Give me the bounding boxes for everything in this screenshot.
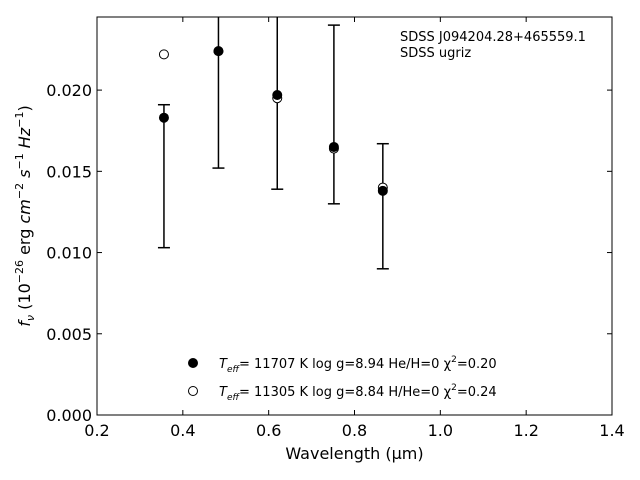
y-label-close: ) — [15, 105, 34, 111]
y-label-hz: Hz — [15, 127, 34, 153]
filled-data-point — [272, 89, 283, 100]
legend: Teff= 11707 K log g=8.94 He/H=0 χ2=0.20 … — [188, 355, 497, 403]
x-tick-label: 1.0 — [428, 421, 453, 440]
y-label-exp2: −2 — [13, 183, 26, 199]
legend-marker-open — [188, 386, 198, 396]
legend-eff-1: eff — [227, 365, 241, 375]
legend-chi-2: =0.24 — [457, 385, 497, 400]
y-axis: 0.000 0.005 0.010 0.015 0.020 — [46, 81, 612, 425]
y-label-open: (10 — [15, 283, 34, 315]
y-label-exp1: −26 — [13, 260, 26, 283]
legend-entry-filled: Teff= 11707 K log g=8.94 He/H=0 χ2=0.20 — [219, 355, 497, 375]
legend-chi-1: =0.20 — [457, 357, 497, 372]
error-bars — [157, 17, 389, 270]
legend-sq-2: 2 — [451, 383, 457, 393]
data-markers — [158, 46, 388, 196]
x-axis-label: Wavelength (μm) — [285, 444, 423, 463]
y-axis-label: fν (10−26 erg cm−2 s−1 Hz−1) — [13, 105, 37, 326]
legend-eff-2: eff — [227, 393, 241, 403]
y-tick-label: 0.005 — [46, 325, 92, 344]
y-label-exp3: −1 — [13, 153, 26, 169]
y-tick-label: 0.015 — [46, 162, 92, 181]
y-label-cm: cm — [15, 199, 34, 223]
x-tick-label: 0.8 — [342, 421, 367, 440]
y-label-s: s — [15, 170, 34, 183]
annotation-object-name: SDSS J094204.28+465559.1 — [400, 30, 586, 45]
legend-teff-1: T — [219, 357, 228, 372]
filled-data-point — [213, 46, 224, 57]
open-data-point — [158, 49, 169, 60]
legend-entry-open: Teff= 11305 K log g=8.84 H/He=0 χ2=0.24 — [219, 383, 497, 403]
y-label-f: f — [15, 319, 34, 327]
x-tick-label: 0.4 — [170, 421, 195, 440]
legend-params-1: = 11707 K log g=8.94 He/H=0 χ — [239, 357, 452, 372]
x-tick-label: 1.4 — [599, 421, 624, 440]
y-label-exp4: −1 — [13, 112, 26, 128]
x-tick-label: 0.2 — [84, 421, 109, 440]
x-tick-label: 1.2 — [513, 421, 538, 440]
y-tick-label: 0.000 — [46, 406, 92, 425]
filled-data-point — [377, 185, 388, 196]
annotation-filter-set: SDSS ugriz — [400, 46, 471, 61]
x-axis: 0.2 0.4 0.6 0.8 1.0 1.2 1.4 — [84, 17, 625, 440]
y-label-nu: ν — [24, 315, 37, 321]
legend-marker-filled — [188, 358, 198, 368]
legend-params-2: = 11305 K log g=8.84 H/He=0 χ — [239, 385, 452, 400]
y-tick-label: 0.010 — [46, 244, 92, 263]
x-tick-label: 0.6 — [256, 421, 281, 440]
legend-sq-1: 2 — [451, 355, 457, 365]
filled-data-point — [328, 141, 339, 152]
y-label-erg: erg — [15, 224, 34, 260]
legend-teff-2: T — [219, 385, 228, 400]
filled-data-point — [158, 112, 169, 123]
y-tick-label: 0.020 — [46, 81, 92, 100]
